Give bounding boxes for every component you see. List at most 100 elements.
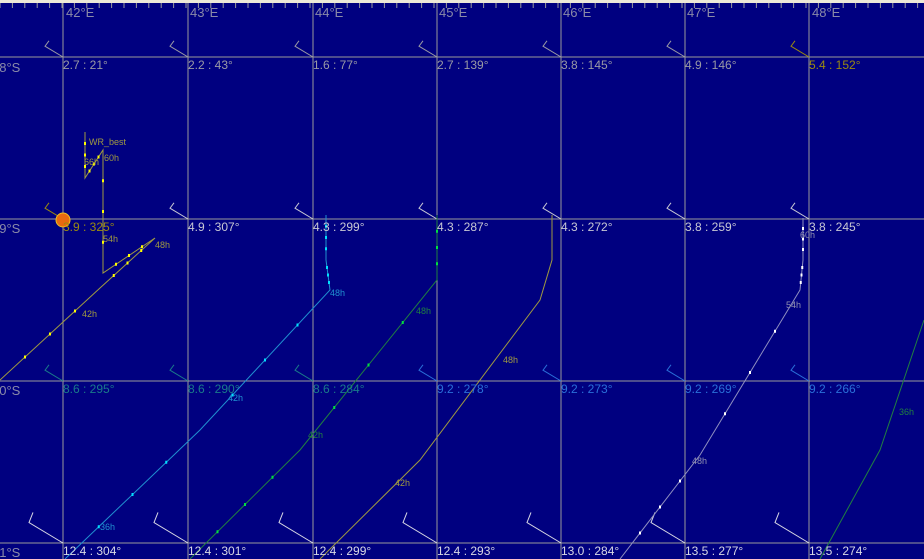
wind-label: 3.8 : 259° <box>685 220 737 234</box>
wind-barb <box>44 364 64 382</box>
route-point <box>639 531 641 535</box>
route-point <box>128 254 130 257</box>
route-point <box>328 281 330 284</box>
route-point <box>802 227 804 230</box>
lon-label: 47°E <box>687 5 716 20</box>
route-point <box>24 355 26 359</box>
wind-barb <box>402 512 438 544</box>
route-time-label: 54h <box>786 300 802 310</box>
wind-label: 3.9 : 325° <box>63 220 115 234</box>
route-time-label: 36h <box>899 407 915 417</box>
lon-label: 42°E <box>66 5 95 20</box>
route-point <box>84 142 86 145</box>
route-point <box>774 329 776 333</box>
route-point <box>165 460 168 464</box>
route-point <box>102 240 104 244</box>
route-time-label: 48h <box>416 306 432 316</box>
route-time-label: 48h <box>503 355 519 365</box>
route-point <box>74 309 76 313</box>
wind-barb <box>169 40 189 58</box>
wind-barb <box>666 40 686 58</box>
route-point <box>325 247 327 251</box>
wind-barb <box>44 40 64 58</box>
wind-label: 4.3 : 287° <box>437 220 489 234</box>
wind-label: 3.8 : 245° <box>809 220 861 234</box>
route-time-label: 36h <box>100 522 116 532</box>
wind-barb <box>153 512 189 544</box>
wind-label: 5.4 : 152° <box>809 58 861 72</box>
route-point <box>216 530 219 534</box>
route-time-label: 54h <box>103 234 119 244</box>
route-point <box>84 165 86 168</box>
route-point <box>436 262 438 266</box>
route-point <box>801 266 804 269</box>
wind-label: 8.6 : 290° <box>188 382 240 396</box>
wind-label: 13.5 : 274° <box>809 544 868 558</box>
route-point <box>436 229 438 233</box>
route-point <box>115 262 117 266</box>
wind-label: 4.3 : 272° <box>561 220 613 234</box>
route-point <box>102 210 104 213</box>
wind-barb <box>28 512 64 544</box>
route-point <box>802 248 804 251</box>
wind-barb <box>666 364 686 382</box>
wind-barb <box>294 364 314 382</box>
route-point <box>800 273 803 277</box>
wind-label: 12.4 : 299° <box>313 544 372 558</box>
boat-position-icon <box>55 212 71 228</box>
route-point <box>401 321 404 324</box>
wind-label: 13.0 : 284° <box>561 544 620 558</box>
wind-barb <box>169 202 189 220</box>
route-point <box>802 237 804 241</box>
route-time-label: 48h <box>330 288 346 298</box>
lat-label: 38°S <box>0 60 21 75</box>
route-point <box>88 169 91 173</box>
route-point <box>49 332 51 336</box>
lon-label: 43°E <box>190 5 219 20</box>
route-point <box>326 266 328 269</box>
route-point <box>131 493 134 496</box>
lat-label: 41°S <box>0 545 21 559</box>
wind-label: 9.2 : 269° <box>685 382 737 396</box>
wind-label: 4.3 : 299° <box>313 220 365 234</box>
route-time-label: 66h <box>84 157 100 167</box>
route-line <box>0 132 156 381</box>
route-time-label: 42h <box>395 478 411 488</box>
route-line <box>819 319 924 559</box>
wind-barb <box>790 40 810 58</box>
route-line <box>319 215 553 559</box>
route-point <box>325 224 327 228</box>
route-time-label: 42h <box>228 393 244 403</box>
wind-label: 4.9 : 146° <box>685 58 737 72</box>
wind-label: 9.2 : 278° <box>437 382 489 396</box>
route-point <box>659 505 661 509</box>
lat-label: 40°S <box>0 383 21 398</box>
route-time-label: 48h <box>155 240 171 250</box>
route-point <box>126 261 129 265</box>
wind-barb <box>44 202 64 220</box>
wind-label: 8.6 : 284° <box>313 382 365 396</box>
lon-label: 48°E <box>812 5 841 20</box>
wind-barb <box>790 364 810 382</box>
route-point <box>264 358 266 362</box>
wind-barb <box>294 40 314 58</box>
wind-barb <box>774 512 810 544</box>
wind-barb <box>418 40 438 58</box>
wind-barb <box>666 202 686 220</box>
route-time-label: 60h <box>104 153 120 163</box>
route-point <box>296 323 299 327</box>
wind-label: 2.7 : 21° <box>63 58 108 72</box>
wind-barb <box>526 512 562 544</box>
wind-label: 12.4 : 293° <box>437 544 496 558</box>
wind-label: 4.9 : 307° <box>188 220 240 234</box>
wind-barb <box>294 202 314 220</box>
route-point <box>327 273 329 277</box>
route-time-label: WR_best <box>89 137 127 147</box>
route-point <box>141 245 143 249</box>
route-line <box>64 215 331 559</box>
lon-label: 45°E <box>439 5 468 20</box>
route-point <box>97 525 100 529</box>
wind-label: 8.6 : 295° <box>63 382 115 396</box>
